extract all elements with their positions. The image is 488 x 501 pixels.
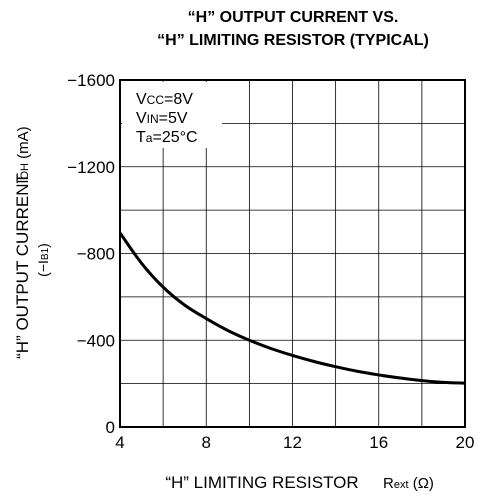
x-tick-label: 16 [369,433,388,452]
y-tick-label: −1600 [67,71,115,90]
condition-vin: VIN=5V [136,110,188,127]
grid-lines [120,80,465,427]
x-axis-title: “H” LIMITING RESISTOR [165,473,358,492]
condition-ta: Ta=25°C [136,129,198,146]
plot-frame [119,79,466,428]
x-tick-label: 8 [202,433,211,452]
y-tick-labels: −1600 −1200 −800 −400 0 [67,71,115,437]
conditions-background [122,82,222,148]
y-axis-label: “H” OUTPUT CURRENT [13,173,32,359]
y-axis-symbol: IOH (mA) [15,126,32,183]
y-axis-symbol-text: IOH (mA) [15,126,32,183]
x-tick-label: 20 [456,433,475,452]
chart-title-line1: “H” OUTPUT CURRENT VS. [188,9,399,26]
y-tick-label: 0 [106,418,115,437]
x-axis-symbol: Rext (Ω) [383,475,434,492]
condition-vcc: VCC=8V [136,91,193,108]
y-axis-sub: (−IB1) [35,243,51,277]
y-axis-sublabel: (−IB1) [35,243,51,277]
test-conditions: VCC=8V VIN=5V Ta=25°C [136,91,198,146]
y-tick-label: −1200 [67,158,115,177]
x-tick-labels: 4 8 12 16 20 [115,433,474,452]
y-axis-title: “H” OUTPUT CURRENT [13,173,32,359]
x-tick-label: 4 [115,433,124,452]
y-tick-label: −400 [77,331,115,350]
series-curve [118,232,466,385]
chart-title-line2: “H” LIMITING RESISTOR (TYPICAL) [157,32,429,49]
y-tick-label: −800 [77,245,115,264]
x-tick-label: 12 [283,433,302,452]
